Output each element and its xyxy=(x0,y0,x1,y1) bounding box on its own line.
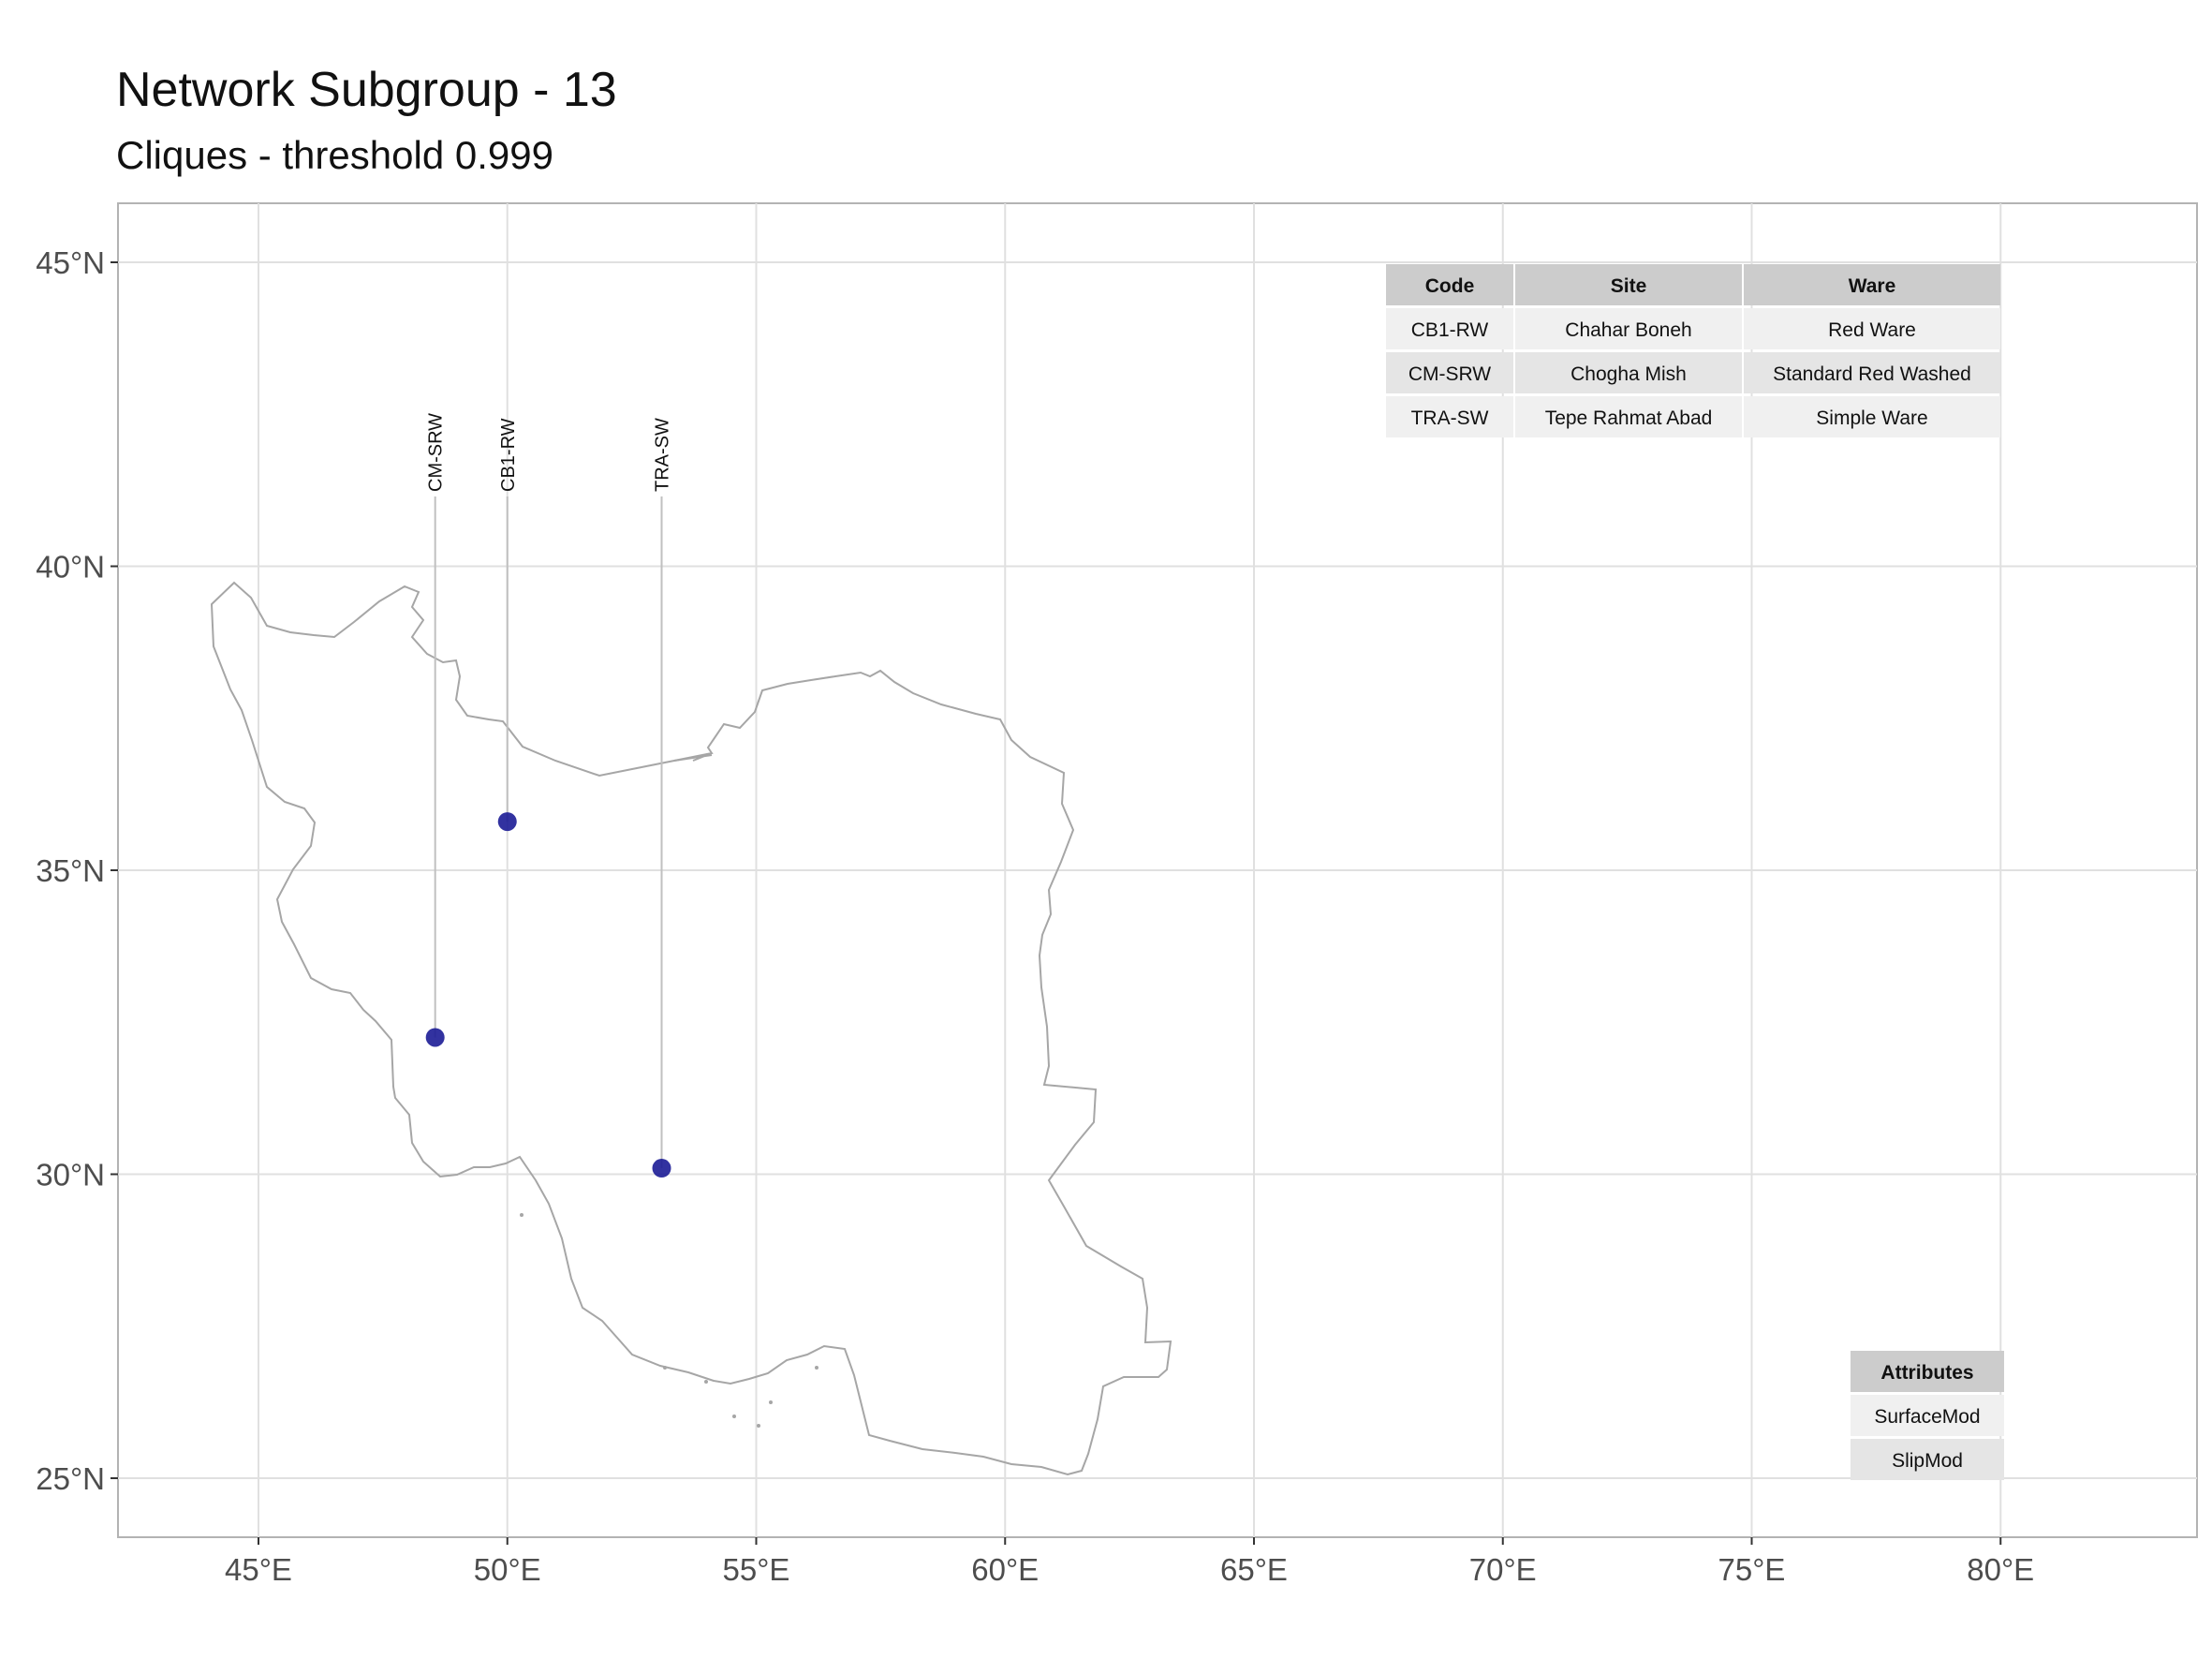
axes: 45°E 50°E 55°E 60°E 65°E 70°E 75°E 80°E 25°N 30°N… xyxy=(36,245,2034,1587)
table-cell xyxy=(1744,352,2000,393)
table-cell xyxy=(1386,352,1513,393)
site-label: CM-SRW xyxy=(426,413,447,492)
y-tick-label: 35°N xyxy=(36,853,105,888)
table-cell-text: Red Ware xyxy=(1828,319,1916,341)
table-header-text: Code xyxy=(1425,275,1475,297)
caspian-coast xyxy=(673,754,713,762)
site-point xyxy=(652,1159,671,1178)
table-header-cell xyxy=(1386,264,1513,305)
island xyxy=(769,1400,773,1404)
attributes-cell xyxy=(1851,1395,2004,1436)
y-tick-label: 25°N xyxy=(36,1461,105,1496)
table-header-text: Site xyxy=(1611,275,1647,297)
table-header-text: Ware xyxy=(1849,275,1896,297)
x-tick-label: 55°E xyxy=(723,1552,790,1587)
island xyxy=(732,1415,736,1418)
table-cell-text: Simple Ware xyxy=(1816,407,1927,429)
table-cell-text: CM-SRW xyxy=(1408,363,1491,385)
table-header-cell xyxy=(1515,264,1742,305)
table-cell xyxy=(1744,308,2000,349)
x-tick-label: 70°E xyxy=(1469,1552,1537,1587)
site-points: CM-SRW CB1-RW TRA-SW xyxy=(425,413,673,1178)
x-tick-label: 75°E xyxy=(1718,1552,1786,1587)
site-label: CB1-RW xyxy=(498,418,519,492)
x-tick-label: 50°E xyxy=(474,1552,541,1587)
x-tick-label: 80°E xyxy=(1967,1552,2034,1587)
island xyxy=(663,1366,667,1370)
y-tick-label: 30°N xyxy=(36,1158,105,1192)
table-cell xyxy=(1386,308,1513,349)
y-tick-label: 45°N xyxy=(36,245,105,280)
attributes-cell xyxy=(1851,1439,2004,1480)
table-cell xyxy=(1386,396,1513,437)
table-cell xyxy=(1515,396,1742,437)
x-tick-label: 65°E xyxy=(1220,1552,1288,1587)
table-cell-text: CB1-RW xyxy=(1411,319,1489,341)
chart-subtitle: Cliques - threshold 0.999 xyxy=(116,133,553,177)
y-tick-label: 40°N xyxy=(36,550,105,585)
legend-tables: Code Site Ware CB1-RW Chahar Boneh Red Ware CM… xyxy=(1386,264,2004,1480)
iran-border xyxy=(210,581,1172,1476)
site-point xyxy=(497,812,517,832)
table-cell-text: Tepe Rahmat Abad xyxy=(1545,407,1713,429)
island xyxy=(757,1424,760,1428)
site-point xyxy=(425,1028,445,1047)
chart-title: Network Subgroup - 13 xyxy=(116,63,617,117)
attributes-header-text: Attributes xyxy=(1880,1362,1973,1384)
x-tick-label: 45°E xyxy=(225,1552,292,1587)
x-tick-label: 60°E xyxy=(971,1552,1039,1587)
table-cell-text: Chahar Boneh xyxy=(1565,319,1691,341)
attributes-header-cell xyxy=(1851,1351,2004,1392)
table-cell-text: Chogha Mish xyxy=(1571,363,1687,385)
site-label: TRA-SW xyxy=(653,418,673,492)
island xyxy=(815,1366,818,1370)
iran-outline xyxy=(210,581,1172,1476)
table-cell-text: Standard Red Washed xyxy=(1773,363,1971,385)
attributes-cell-text: SurfaceMod xyxy=(1874,1406,1980,1428)
table-header-cell xyxy=(1744,264,2000,305)
table-cell-text: TRA-SW xyxy=(1411,407,1489,429)
table-cell xyxy=(1515,352,1742,393)
island xyxy=(704,1380,708,1384)
table-cell xyxy=(1515,308,1742,349)
island xyxy=(520,1213,524,1217)
attributes-cell-text: SlipMod xyxy=(1892,1450,1963,1472)
table-cell xyxy=(1744,396,2000,437)
